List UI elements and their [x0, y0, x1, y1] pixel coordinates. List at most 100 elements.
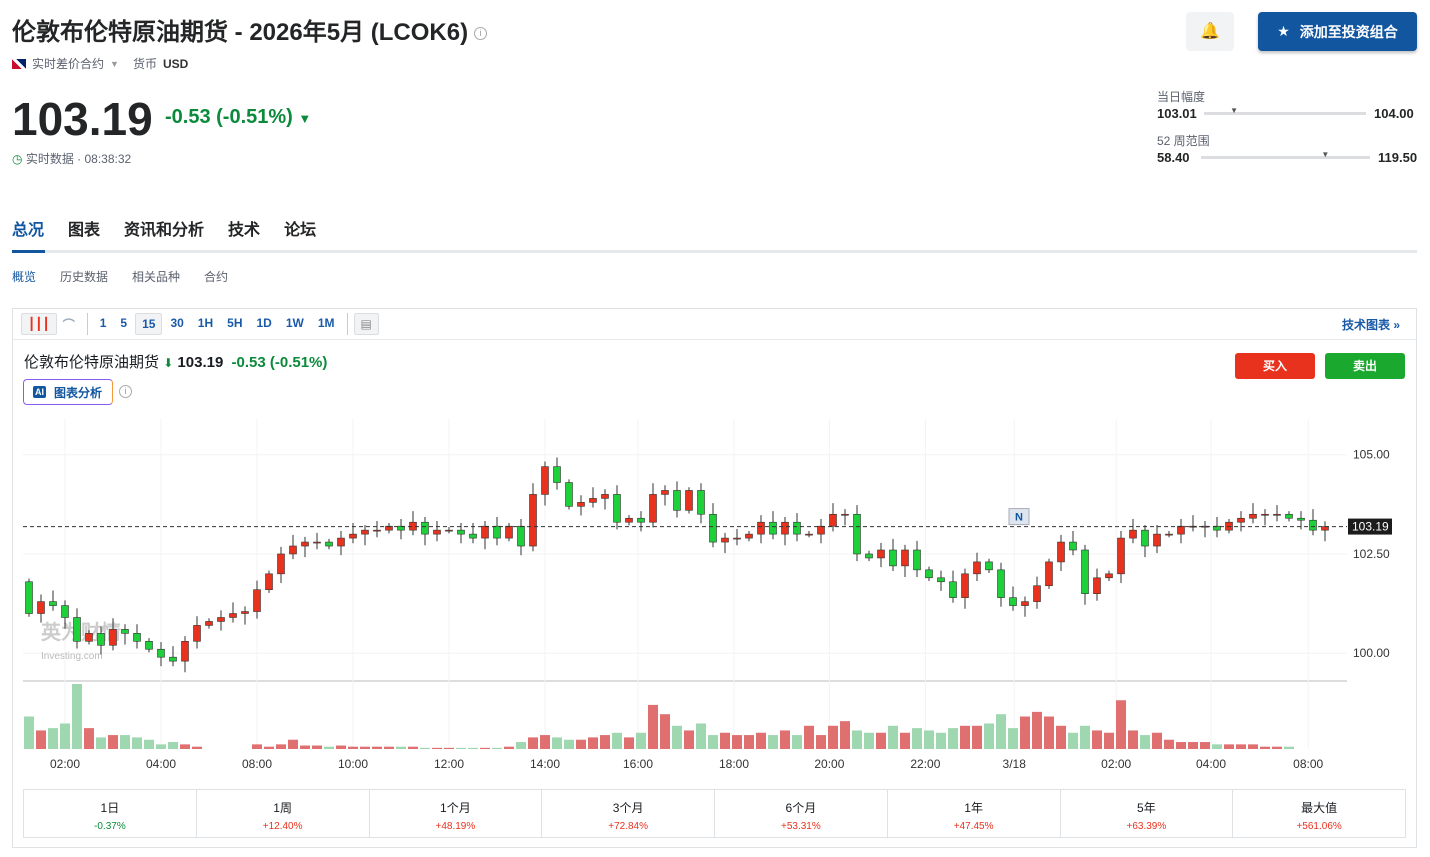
candle: [985, 561, 993, 571]
range-marker-icon: ▼: [1230, 106, 1239, 115]
volume-bar: [432, 747, 442, 749]
volume-bar: [612, 732, 622, 749]
candle: [73, 617, 81, 642]
performance-cell[interactable]: 3个月 +72.84%: [542, 790, 715, 837]
volume-bar: [36, 730, 46, 749]
chart-quote-header: 伦敦布伦特原油期货 ⬇ 103.19 -0.53 (-0.51%): [24, 354, 328, 371]
x-tick-label: 20:00: [814, 757, 844, 771]
subtab-3[interactable]: 合约: [204, 270, 229, 284]
volume-bar: [1044, 716, 1054, 749]
period-label: 6个月: [785, 801, 817, 815]
performance-cell[interactable]: 5年 +63.39%: [1061, 790, 1234, 837]
performance-cell[interactable]: 6个月 +53.31%: [715, 790, 888, 837]
day-range-bar: ▼: [1204, 106, 1366, 115]
subtab-2[interactable]: 相关品种: [132, 270, 181, 284]
info-icon[interactable]: i: [119, 385, 132, 398]
volume-bar: [1236, 744, 1246, 749]
interval-1W[interactable]: 1W: [285, 316, 304, 330]
volume-bar: [60, 723, 70, 749]
performance-cell[interactable]: 1个月 +48.19%: [370, 790, 543, 837]
subtab-0[interactable]: 概览: [12, 270, 37, 284]
interval-1D[interactable]: 1D: [256, 316, 272, 330]
interval-5H[interactable]: 5H: [227, 316, 243, 330]
volume-bar: [96, 737, 106, 749]
volume-bar: [1224, 744, 1234, 749]
period-change: +63.39%: [1126, 821, 1167, 832]
performance-cell[interactable]: 1年 +47.45%: [888, 790, 1061, 837]
volume-bar: [372, 746, 382, 749]
tab-1[interactable]: 图表: [68, 222, 101, 239]
interval-5[interactable]: 5: [120, 316, 128, 330]
candle: [469, 533, 477, 539]
interval-30[interactable]: 30: [170, 316, 184, 330]
currency-label: 货币: [132, 57, 157, 71]
performance-cell[interactable]: 1日 -0.37%: [24, 790, 197, 837]
interval-1H[interactable]: 1H: [197, 316, 214, 330]
price-chart[interactable]: 02:00 04:00 08:00 10:00 12:00 14:00 16:00 18:00…: [13, 409, 1416, 779]
main-tabs: 总况 图表 资讯和分析 技术 论坛: [12, 216, 316, 240]
performance-cell[interactable]: 1周 +12.40%: [197, 790, 370, 837]
volume-bar: [804, 725, 814, 749]
add-to-portfolio-button[interactable]: ★ 添加至投资组合: [1258, 12, 1417, 51]
tab-2[interactable]: 资讯和分析: [124, 222, 205, 239]
volume-bar: [900, 732, 910, 749]
performance-cell[interactable]: 最大值 +561.06%: [1233, 790, 1405, 837]
candlestick-chart-icon[interactable]: ┃┃┃: [21, 313, 57, 335]
volume-bar: [840, 721, 850, 749]
area-chart-icon[interactable]: ⌒: [62, 317, 75, 332]
candle: [745, 533, 753, 539]
ai-chart-analysis-button[interactable]: AI 图表分析: [23, 379, 113, 405]
sell-button[interactable]: 卖出: [1325, 353, 1405, 379]
volume-bar: [108, 735, 118, 749]
volume-bar: [708, 735, 718, 749]
y-tick-label: 105.00: [1353, 448, 1390, 462]
period-label: 1个月: [440, 801, 471, 815]
candle: [673, 490, 681, 511]
volume-bar: [1104, 732, 1114, 749]
interval-1[interactable]: 1: [99, 316, 107, 330]
candle: [925, 569, 933, 579]
candle: [49, 601, 57, 606]
volume-bar: [816, 735, 826, 749]
news-layout-icon[interactable]: ▤: [353, 313, 379, 335]
candle: [97, 633, 105, 646]
volume-bar: [360, 746, 370, 749]
volume-bar: [1068, 732, 1078, 749]
volume-bar: [888, 725, 898, 749]
star-icon: ★: [1277, 23, 1290, 39]
candle: [109, 629, 117, 646]
realtime-timestamp: ◷ 实时数据 · 08:38:32: [12, 152, 132, 166]
candle: [949, 581, 957, 598]
tab-0[interactable]: 总况: [12, 222, 45, 239]
volume-bar: [84, 728, 94, 749]
subtab-1[interactable]: 历史数据: [60, 270, 109, 284]
candle: [1021, 601, 1029, 606]
price-change: -0.53 (-0.51%) ▼: [165, 106, 312, 128]
candle: [997, 569, 1005, 598]
interval-1M[interactable]: 1M: [317, 316, 335, 330]
tab-3[interactable]: 技术: [228, 222, 261, 239]
candle: [697, 490, 705, 515]
volume-bar: [540, 735, 550, 749]
x-tick-label: 08:00: [1293, 757, 1323, 771]
info-icon[interactable]: i: [474, 27, 488, 41]
x-tick-label: 16:00: [623, 757, 653, 771]
candle: [205, 621, 213, 626]
x-tick-label: 3/18: [1003, 757, 1027, 771]
contract-type-dropdown[interactable]: 实时差价合约: [32, 57, 105, 71]
tab-4[interactable]: 论坛: [284, 222, 317, 239]
candle: [241, 611, 249, 614]
interval-15[interactable]: 15: [135, 313, 163, 335]
buy-button[interactable]: 买入: [1235, 353, 1315, 379]
volume-bar: [1284, 746, 1294, 749]
volume-bar: [348, 746, 358, 749]
alert-bell-button[interactable]: 🔔: [1186, 12, 1234, 51]
performance-table: 1日 -0.37% 1周 +12.40% 1个月 +48.19% 3个月 +72.84% 6个月…: [23, 789, 1406, 838]
last-price-label: 103.19: [1352, 520, 1389, 534]
x-tick-label: 04:00: [1196, 757, 1226, 771]
candle: [625, 517, 633, 523]
candle: [1045, 561, 1053, 587]
candle: [121, 629, 129, 634]
period-change: +72.84%: [608, 821, 648, 832]
technical-chart-link[interactable]: 技术图表 »: [1341, 317, 1400, 332]
